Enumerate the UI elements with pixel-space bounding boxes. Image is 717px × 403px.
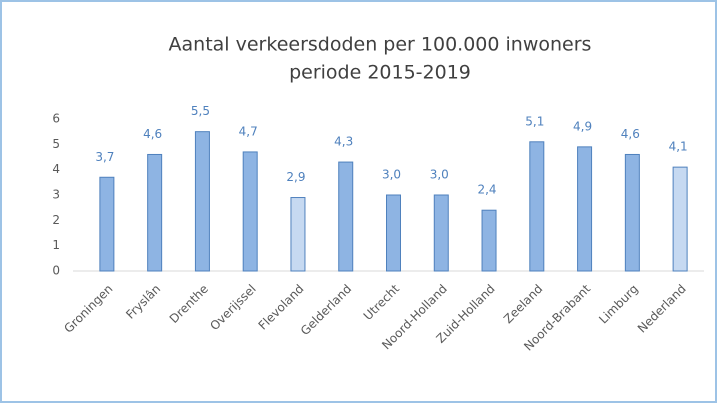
bar bbox=[577, 146, 593, 272]
bar bbox=[338, 161, 354, 272]
data-label: 5,1 bbox=[525, 114, 544, 128]
data-label: 2,9 bbox=[286, 170, 305, 184]
bar bbox=[481, 209, 497, 272]
data-label: 4,9 bbox=[573, 119, 592, 133]
bar bbox=[99, 176, 115, 272]
bar bbox=[147, 153, 163, 272]
data-label: 3,7 bbox=[95, 150, 114, 164]
bar bbox=[194, 131, 210, 272]
y-tick-label: 2 bbox=[52, 213, 60, 227]
bar bbox=[672, 166, 688, 272]
y-tick-label: 4 bbox=[52, 162, 60, 176]
data-label: 4,7 bbox=[239, 124, 258, 138]
data-label: 4,1 bbox=[669, 140, 688, 154]
data-label: 2,4 bbox=[477, 183, 496, 197]
y-tick-label: 6 bbox=[52, 112, 60, 126]
bar bbox=[529, 141, 545, 272]
data-label: 3,0 bbox=[430, 168, 449, 182]
data-label: 4,6 bbox=[143, 127, 162, 141]
data-label: 4,6 bbox=[621, 127, 640, 141]
chart-subtitle: periode 2015-2019 bbox=[289, 62, 471, 84]
data-label: 5,5 bbox=[191, 104, 210, 118]
data-label: 3,0 bbox=[382, 168, 401, 182]
chart-title: Aantal verkeersdoden per 100.000 inwoner… bbox=[169, 34, 592, 56]
bar bbox=[624, 153, 640, 272]
bar bbox=[386, 194, 401, 272]
y-tick-label: 3 bbox=[52, 188, 60, 202]
y-tick-label: 1 bbox=[52, 238, 60, 252]
bar bbox=[290, 197, 306, 272]
bar bbox=[433, 194, 449, 272]
y-tick-label: 5 bbox=[52, 137, 60, 151]
bar bbox=[242, 151, 258, 272]
y-tick-label: 0 bbox=[52, 264, 60, 278]
data-label: 4,3 bbox=[334, 135, 353, 149]
